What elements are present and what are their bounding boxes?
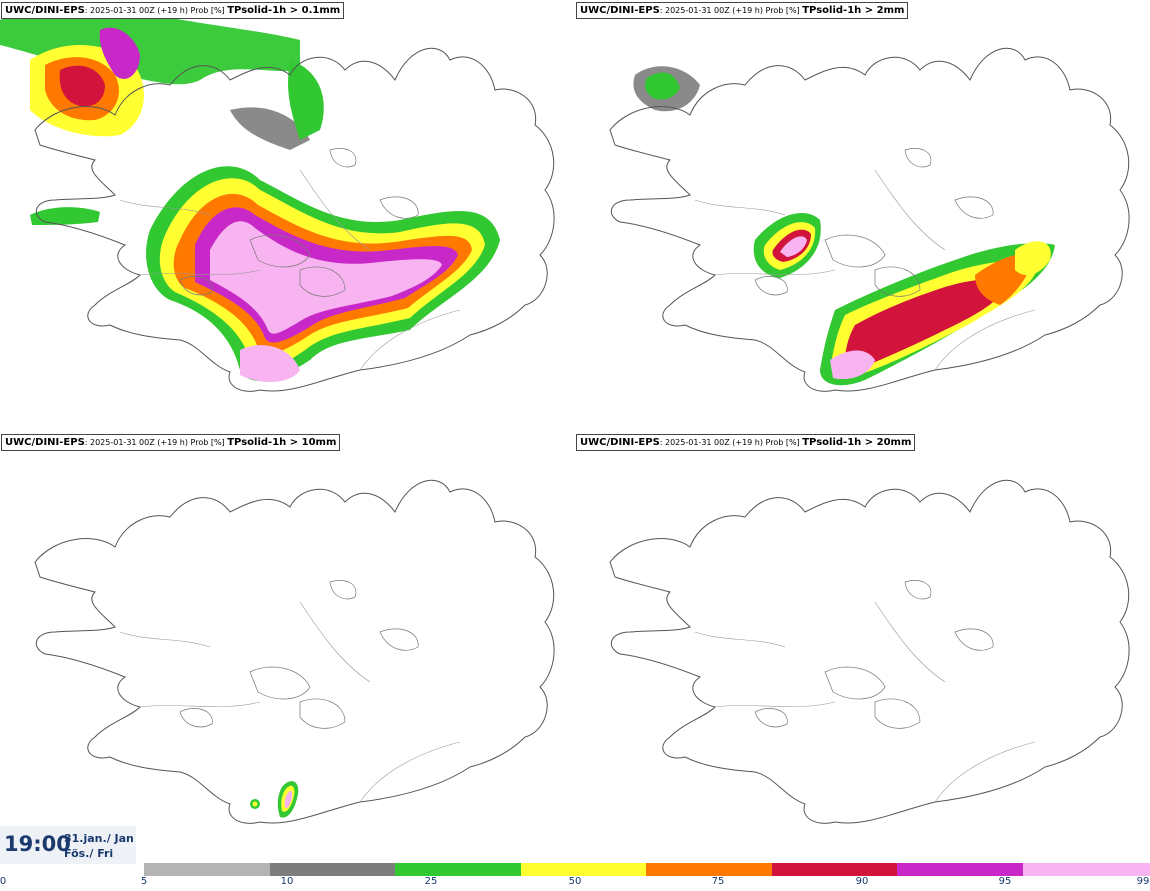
- glacier-outline: [179, 276, 213, 296]
- valid-time-box: 19:00 31.jan./ Jan Fös./ Fri: [0, 826, 136, 864]
- glacier-outline: [379, 196, 419, 219]
- glacier-outline: [249, 234, 311, 268]
- glacier-outline: [874, 698, 921, 729]
- region-boundaries: [694, 601, 1036, 803]
- valid-time: 19:00: [4, 832, 71, 856]
- glacier-outline: [824, 234, 886, 268]
- color-legend: [144, 863, 1150, 876]
- region-boundaries: [119, 601, 461, 803]
- legend-tick-label: 75: [711, 876, 725, 887]
- iceland-map-10mm: [34, 479, 555, 824]
- glacier-outline: [754, 708, 788, 728]
- glacier-outline: [754, 276, 788, 296]
- legend-tick-label: 90: [855, 876, 869, 887]
- map-panel-0.1mm: UWC/DINI-EPS: 2025-01-31 00Z (+19 h) Pro…: [0, 0, 575, 430]
- legend-tick-label: 25: [424, 876, 438, 887]
- map-panel-10mm: UWC/DINI-EPS: 2025-01-31 00Z (+19 h) Pro…: [0, 432, 575, 862]
- panel-title: UWC/DINI-EPS: 2025-01-31 00Z (+19 h) Pro…: [576, 2, 909, 19]
- legend-swatch: [771, 863, 898, 876]
- iceland-map-2mm: [609, 47, 1130, 392]
- glacier-outline: [874, 266, 921, 297]
- iceland-coastline: [34, 479, 555, 824]
- legend-tick-label: 99: [1136, 876, 1150, 887]
- glacier-outline: [954, 196, 994, 219]
- glacier-outline: [299, 266, 346, 297]
- legend-tick-label: 95: [998, 876, 1012, 887]
- legend-swatch: [144, 863, 270, 876]
- glacier-outline: [904, 148, 932, 168]
- glacier-outline: [904, 580, 932, 600]
- iceland-coastline: [609, 47, 1130, 392]
- iceland-map-0.1mm: [0, 5, 555, 392]
- glacier-outline: [179, 708, 213, 728]
- legend-swatch: [646, 863, 772, 876]
- legend-tick-label: 0: [0, 876, 7, 887]
- iceland-map-20mm: [609, 479, 1130, 824]
- iceland-coastline: [34, 47, 555, 392]
- region-boundaries: [694, 169, 1036, 371]
- legend-ticks: 0 5 10 25 50 75 90 95 99: [0, 876, 1150, 890]
- glacier-outline: [954, 628, 994, 651]
- legend-swatch: [269, 863, 396, 876]
- legend-swatch: [1023, 863, 1150, 876]
- panel-title: UWC/DINI-EPS: 2025-01-31 00Z (+19 h) Pro…: [576, 434, 916, 451]
- legend-swatch: [897, 863, 1024, 876]
- iceland-coastline: [609, 479, 1130, 824]
- glacier-outline: [249, 666, 311, 700]
- legend-swatch: [520, 863, 647, 876]
- region-boundaries: [119, 169, 461, 371]
- panel-title: UWC/DINI-EPS: 2025-01-31 00Z (+19 h) Pro…: [1, 2, 345, 19]
- legend-tick-label: 5: [140, 876, 148, 887]
- legend-swatch: [395, 863, 521, 876]
- glacier-outline: [329, 148, 357, 168]
- valid-date: 31.jan./ Jan Fös./ Fri: [64, 832, 134, 860]
- legend-tick-label: 50: [568, 876, 582, 887]
- map-panel-2mm: UWC/DINI-EPS: 2025-01-31 00Z (+19 h) Pro…: [575, 0, 1150, 430]
- glacier-outline: [379, 628, 419, 651]
- glacier-outline: [824, 666, 886, 700]
- legend-tick-label: 10: [280, 876, 294, 887]
- map-panel-20mm: UWC/DINI-EPS: 2025-01-31 00Z (+19 h) Pro…: [575, 432, 1150, 862]
- panel-title: UWC/DINI-EPS: 2025-01-31 00Z (+19 h) Pro…: [1, 434, 341, 451]
- glacier-outline: [329, 580, 357, 600]
- glacier-outline: [299, 698, 346, 729]
